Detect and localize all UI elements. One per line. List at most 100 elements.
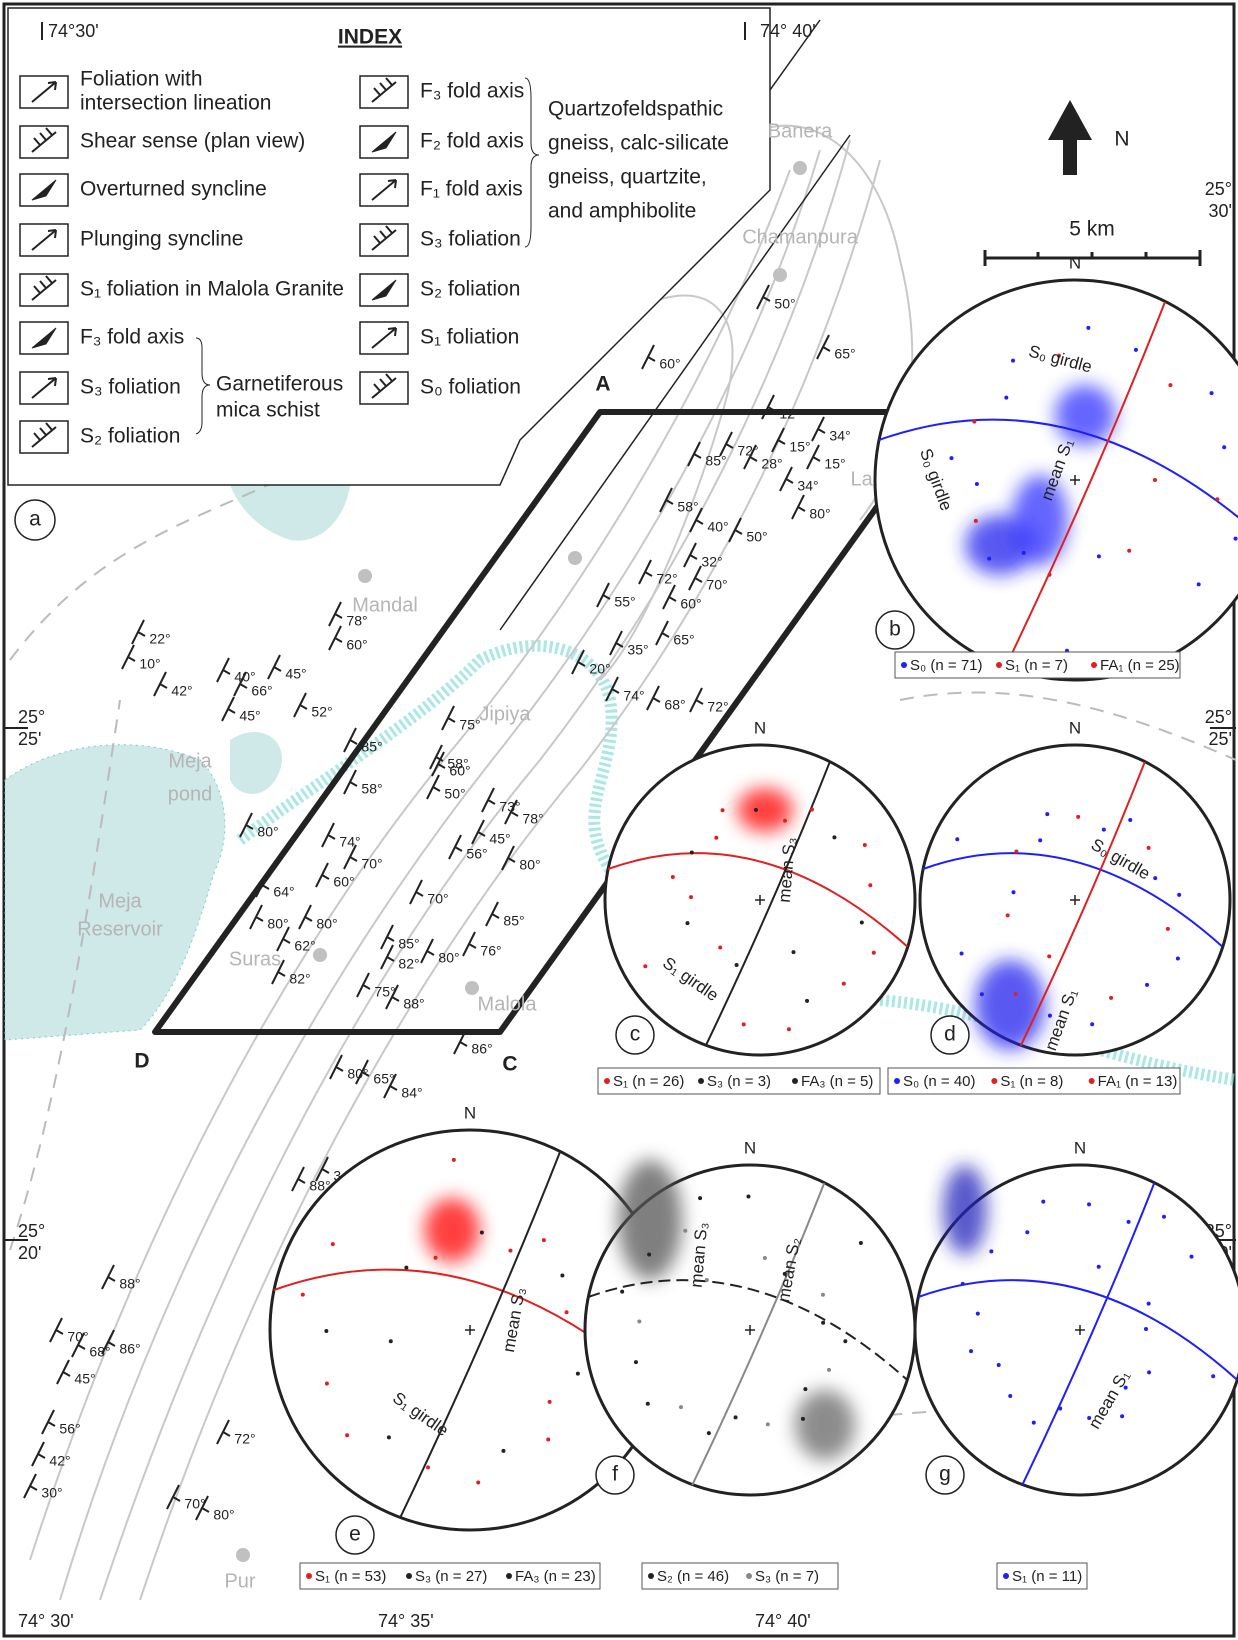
pole-point — [1145, 983, 1149, 987]
legend-marker — [1003, 1573, 1009, 1579]
pole-point — [987, 557, 991, 561]
pole-point — [501, 1449, 505, 1453]
dip-label: 34° — [797, 478, 818, 494]
pole-point — [714, 836, 718, 840]
dip-label: 80° — [438, 950, 459, 966]
pole-point — [955, 837, 959, 841]
pole-point — [810, 808, 814, 812]
dip-label: 88° — [403, 996, 424, 1012]
dip-label: 42° — [49, 1453, 70, 1469]
coordinate-label: 25° — [18, 707, 45, 727]
dip-label: 86° — [471, 1041, 492, 1057]
legend-marker — [894, 1078, 900, 1084]
pole-point — [805, 999, 809, 1003]
dip-label: 64° — [273, 884, 294, 900]
legend-label: S₂ foliation — [80, 425, 180, 448]
pole-point — [791, 950, 795, 954]
group-label: and amphibolite — [548, 200, 696, 223]
pole-point — [1041, 1200, 1045, 1204]
dip-label: 52° — [311, 704, 332, 720]
pole-point — [763, 1256, 767, 1260]
pole-point — [1153, 876, 1157, 880]
legend-label: S₂ foliation — [420, 278, 520, 301]
pole-point — [1197, 582, 1201, 586]
panel-letter: d — [944, 1023, 956, 1046]
net-legend-label: FA₁ (n = 25) — [1100, 657, 1180, 674]
dip-label: 80° — [809, 506, 830, 522]
density-contour — [424, 1198, 480, 1262]
legend-label: F₃ fold axis — [80, 326, 184, 349]
pole-point — [827, 1368, 831, 1372]
town-dot — [793, 161, 807, 175]
pole-point — [1147, 846, 1151, 850]
dip-label: 85° — [361, 739, 382, 755]
pole-point — [637, 1320, 641, 1324]
pole-point — [1025, 1230, 1029, 1234]
coordinate-label: 25° — [1205, 707, 1232, 727]
dip-label: 75° — [459, 717, 480, 733]
legend-label: S₀ foliation — [420, 376, 521, 399]
net-legend-label: S₁ (n = 11) — [1012, 1568, 1082, 1585]
pole-point — [718, 946, 722, 950]
pole-point — [1177, 893, 1181, 897]
pole-point — [480, 1231, 484, 1235]
net-legend-label: S₃ (n = 7) — [755, 1568, 819, 1585]
dip-label: 45° — [239, 708, 260, 724]
pole-point — [1032, 1421, 1036, 1425]
pole-point — [949, 456, 953, 460]
town-dot — [568, 551, 582, 565]
dip-label: 80° — [267, 916, 288, 932]
legend-label: Plunging syncline — [80, 228, 243, 251]
legend-marker — [406, 1573, 412, 1579]
town-dot — [465, 981, 479, 995]
pole-point — [989, 1249, 993, 1253]
panel-letter: c — [630, 1023, 641, 1046]
coordinate-label: 74° 30' — [18, 1611, 74, 1631]
place-label: Chamanpura — [742, 226, 859, 248]
pole-point — [434, 1256, 438, 1260]
legend-label: S₃ foliation — [80, 376, 181, 399]
pole-point — [1144, 1327, 1148, 1331]
pole-point — [1176, 956, 1180, 960]
dip-label: 30° — [41, 1485, 62, 1501]
legend-label: S₃ foliation — [420, 228, 521, 251]
pole-point — [1127, 549, 1131, 553]
net-north: N — [1069, 718, 1081, 737]
dip-label: 65° — [673, 632, 694, 648]
place-label: Malola — [478, 993, 538, 1015]
dip-label: 70° — [67, 1329, 88, 1345]
dip-label: 76° — [480, 943, 501, 959]
pole-point — [1004, 396, 1008, 400]
pole-point — [1097, 554, 1101, 558]
pole-point — [1168, 383, 1172, 387]
coordinate-label: 20' — [18, 1243, 41, 1263]
dip-label: 86° — [119, 1341, 140, 1357]
pole-point — [754, 808, 758, 812]
pole-point — [707, 1431, 711, 1435]
net-legend-label: S₁ (n = 7) — [1005, 657, 1068, 674]
legend-marker — [1091, 662, 1097, 668]
group-label: mica schist — [216, 399, 320, 422]
dip-label: 85° — [398, 936, 419, 952]
dip-label: 34° — [829, 428, 850, 444]
legend-label: F₁ fold axis — [420, 178, 523, 201]
net-north: N — [464, 1103, 476, 1122]
pole-point — [301, 1293, 305, 1297]
pole-point — [1211, 1374, 1215, 1378]
net-legend-label: S₁ (n = 26) — [613, 1073, 684, 1090]
pole-point — [1014, 992, 1018, 996]
net-north: N — [1069, 253, 1081, 272]
dip-label: 15° — [824, 456, 845, 472]
dip-label: 56° — [59, 1421, 80, 1437]
pole-point — [1011, 359, 1015, 363]
pole-point — [345, 1433, 349, 1437]
pole-point — [560, 1274, 564, 1278]
pole-point — [546, 1437, 550, 1441]
pole-point — [974, 519, 978, 523]
pole-point — [508, 1249, 512, 1253]
pole-point — [1045, 812, 1049, 816]
pole-point — [647, 1253, 651, 1257]
place-label: Reservoir — [77, 918, 163, 940]
pole-point — [787, 1027, 791, 1031]
pole-point — [1222, 445, 1226, 449]
